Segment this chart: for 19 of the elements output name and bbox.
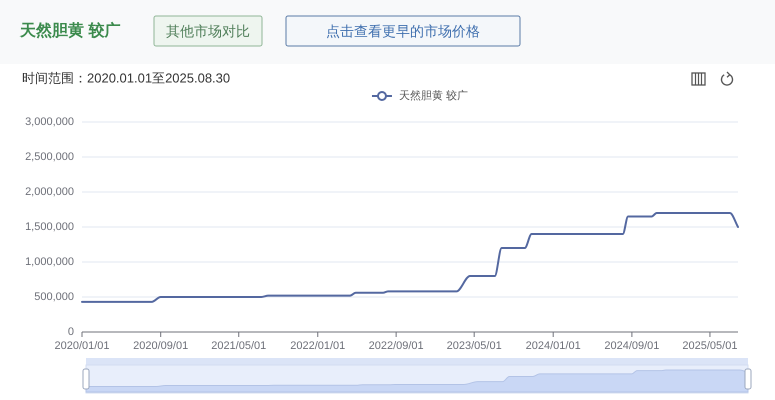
ytick-label: 1,000,000	[25, 256, 74, 268]
subtitle: 时间范围：2020.01.01至2025.08.30	[22, 70, 230, 86]
xtick-label: 2024/01/01	[526, 340, 581, 352]
ytick-label: 2,000,000	[25, 186, 74, 198]
xtick-label: 2022/01/01	[290, 340, 346, 352]
ytick-label: 2,500,000	[25, 151, 74, 163]
xtick-label: 2025/05/01	[682, 340, 738, 352]
xtick-label: 2023/05/01	[446, 340, 502, 352]
ytick-label: 1,500,000	[25, 221, 74, 233]
xtick-label: 2024/09/01	[604, 340, 660, 352]
ytick-label: 0	[68, 326, 74, 338]
title: 天然胆黄 较广	[20, 22, 120, 40]
ytick-label: 3,000,000	[25, 116, 74, 128]
ytick-label: 500,000	[34, 291, 74, 303]
xtick-label: 2020/01/01	[54, 340, 110, 352]
xtick-label: 2021/05/01	[211, 340, 266, 352]
xtick-label: 2020/09/01	[133, 340, 188, 352]
xtick-label: 2022/09/01	[368, 340, 424, 352]
legend-label: 天然胆黄 较广	[398, 90, 468, 102]
